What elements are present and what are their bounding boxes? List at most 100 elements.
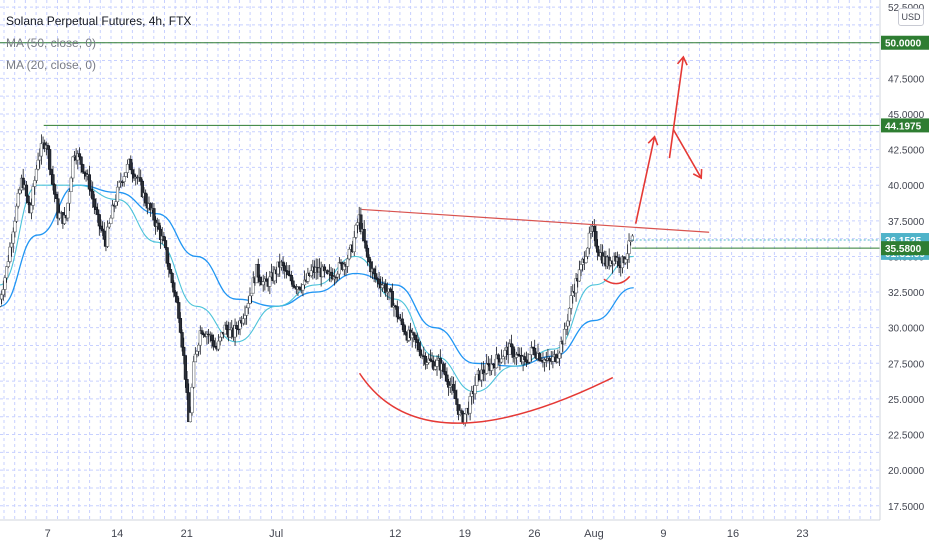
candle-body	[0, 294, 4, 300]
candle-body	[26, 195, 30, 204]
price-tick-label: 27.5000	[888, 359, 925, 370]
candle-body	[329, 271, 333, 276]
chart-legend: Solana Perpetual Futures, 4h, FTX MA (50…	[6, 10, 191, 76]
candle-body	[463, 413, 467, 424]
price-tick-label: 40.0000	[888, 181, 925, 192]
candle-body	[39, 143, 43, 157]
candle-body	[418, 349, 423, 357]
candle-body	[11, 231, 15, 244]
candle-body	[309, 270, 313, 276]
candle-body	[395, 306, 399, 318]
candle-body	[197, 344, 201, 352]
candle-body	[433, 366, 437, 370]
candle-body	[79, 156, 83, 165]
candle-body	[97, 214, 101, 227]
candle-body	[567, 307, 572, 322]
candle-body	[551, 356, 555, 362]
candle-body	[54, 194, 58, 200]
ma50-legend[interactable]: MA (50, close, 0)	[6, 36, 97, 50]
candle-body	[5, 266, 9, 279]
candle-body	[625, 253, 629, 260]
candle-body	[473, 385, 477, 395]
rounding-bottom-arc	[603, 275, 631, 285]
candle-body	[256, 263, 260, 278]
candle-body	[71, 156, 75, 179]
candle-body	[139, 177, 143, 182]
candle-body	[435, 359, 439, 367]
candle-body	[533, 347, 537, 356]
price-tick-label: 20.0000	[888, 466, 925, 477]
time-tick-label: 26	[528, 528, 540, 540]
candle-body	[109, 217, 113, 224]
candle-body	[129, 158, 133, 171]
price-label-box	[881, 118, 929, 133]
candle-body	[250, 292, 254, 297]
candle-body	[538, 353, 542, 361]
symbol-title[interactable]: Solana Perpetual Futures, 4h, FTX	[6, 14, 192, 28]
candle-body	[51, 174, 55, 185]
candle-body	[163, 240, 168, 248]
candle-body	[587, 232, 591, 249]
candle-body	[91, 190, 95, 200]
candle-body	[417, 342, 421, 351]
candle-body	[281, 261, 285, 266]
candle-body	[460, 410, 464, 414]
candle-body	[110, 204, 115, 219]
candle-body	[96, 209, 100, 215]
candle-body	[475, 373, 479, 386]
candle-body	[77, 153, 82, 158]
price-label-text: 44.1975	[885, 121, 922, 132]
price-label-text: 50.0000	[885, 39, 922, 50]
candle-body	[170, 273, 174, 284]
horizontal-level-lines	[0, 42, 880, 249]
candle-body	[165, 247, 169, 264]
candle-body	[556, 358, 560, 363]
price-tick-label: 45.0000	[888, 110, 925, 121]
candle-body	[225, 324, 229, 330]
candle-body	[115, 186, 120, 202]
candle-body	[66, 202, 70, 219]
candle-body	[630, 235, 634, 241]
candle-body	[283, 265, 287, 271]
candle-body	[183, 355, 188, 380]
rounding-bottom-arc	[358, 372, 614, 424]
candle-body	[94, 206, 98, 211]
candle-body	[403, 331, 408, 335]
arrow-head	[647, 135, 659, 146]
candle-body	[306, 272, 310, 282]
candle-body	[162, 235, 166, 241]
candle-body	[496, 354, 500, 360]
projection-arrow	[668, 56, 685, 159]
candle-body	[69, 177, 73, 192]
candle-body	[210, 334, 214, 341]
candle-body	[413, 334, 418, 340]
candle-body	[286, 270, 290, 276]
candle-body	[566, 320, 570, 327]
candle-body	[99, 225, 103, 230]
candle-body	[182, 346, 186, 356]
candle-body	[248, 295, 252, 304]
candle-body	[87, 174, 91, 190]
candle-body	[173, 291, 178, 297]
candle-body	[384, 283, 388, 293]
candle-body	[377, 278, 381, 285]
candle-body	[577, 269, 581, 282]
candle-body	[246, 303, 250, 309]
candle-body	[380, 284, 384, 288]
candle-body	[168, 269, 173, 274]
candle-body	[48, 149, 52, 170]
candle-body	[144, 192, 148, 204]
candle-body	[102, 230, 106, 240]
candle-body	[13, 220, 17, 233]
candle-body	[34, 168, 39, 181]
candle-body	[9, 242, 14, 248]
currency-button[interactable]: USD	[898, 8, 924, 26]
candle-body	[501, 356, 505, 360]
candle-body	[105, 226, 110, 247]
ma20-legend[interactable]: MA (20, close, 0)	[6, 58, 97, 72]
candle-body	[117, 181, 121, 188]
time-tick-label: 23	[796, 528, 808, 540]
candle-body	[261, 281, 265, 286]
